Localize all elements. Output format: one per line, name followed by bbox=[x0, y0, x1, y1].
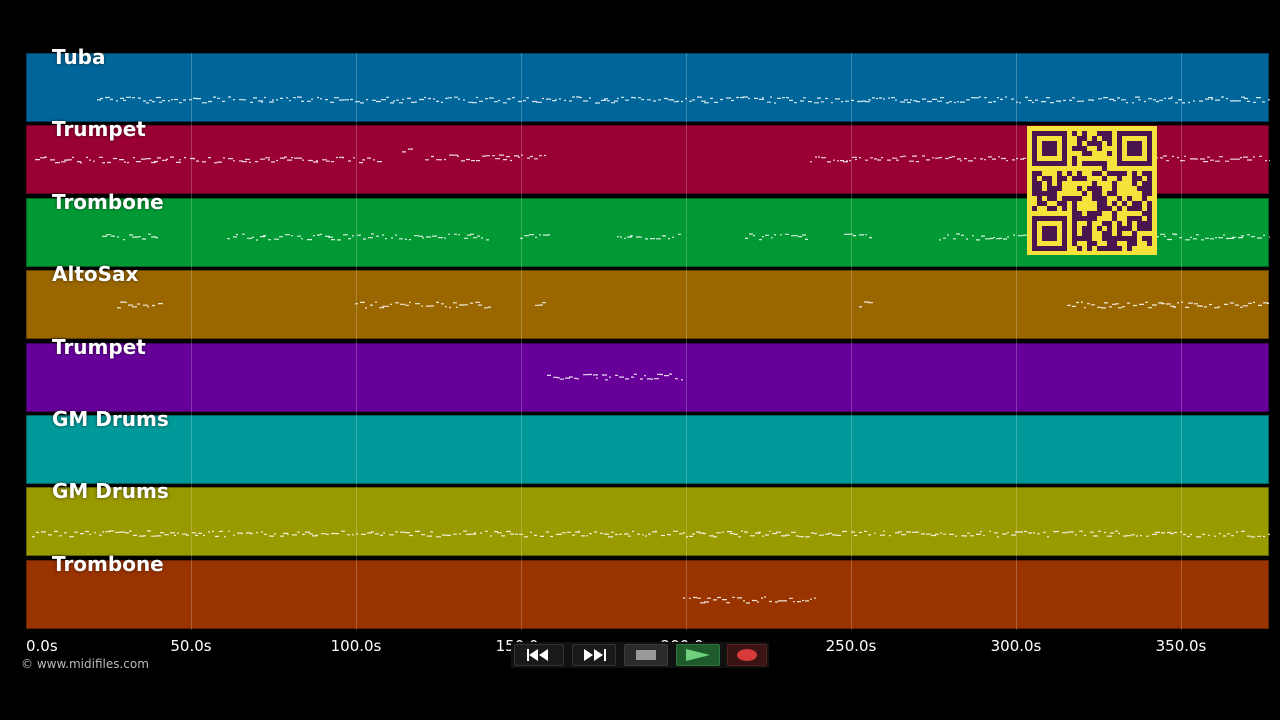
transport-bar bbox=[511, 642, 769, 668]
record-button[interactable] bbox=[727, 644, 767, 666]
track-label: GM Drums bbox=[52, 479, 169, 503]
track-trumpet-2[interactable]: Trumpet bbox=[26, 335, 1269, 412]
track-label: Tuba bbox=[52, 45, 106, 69]
track-tuba[interactable]: Tuba bbox=[26, 45, 1270, 122]
note-lane bbox=[683, 596, 816, 604]
play-icon bbox=[686, 649, 710, 661]
time-tick-label: 300.0s bbox=[990, 637, 1042, 655]
time-tick-label: 50.0s bbox=[170, 637, 212, 655]
record-icon bbox=[737, 649, 757, 661]
track-label: Trombone bbox=[52, 552, 164, 576]
fast-forward-button[interactable] bbox=[572, 644, 616, 666]
track-label: Trombone bbox=[52, 190, 164, 214]
qr-code bbox=[1027, 126, 1157, 255]
time-tick-label: 100.0s bbox=[330, 637, 382, 655]
note-lane bbox=[27, 416, 1270, 485]
fast-forward-icon bbox=[584, 649, 606, 661]
track-gm-drums-1[interactable]: GM Drums bbox=[26, 407, 1270, 485]
stop-icon bbox=[636, 650, 656, 660]
rewind-button[interactable] bbox=[514, 644, 564, 666]
track-label: Trumpet bbox=[52, 335, 146, 359]
track-gm-drums-2[interactable]: GM Drums bbox=[26, 479, 1270, 556]
note-lane bbox=[97, 96, 1270, 104]
note-lane bbox=[32, 530, 1270, 538]
note-lane bbox=[547, 373, 683, 381]
copyright-text: © www.midifiles.com bbox=[21, 657, 149, 671]
time-tick-label: 350.0s bbox=[1155, 637, 1207, 655]
time-tick-label: 0.0s bbox=[26, 637, 58, 655]
track-trombone-2[interactable]: Trombone bbox=[26, 552, 1269, 629]
note-lane bbox=[117, 301, 1269, 309]
track-label: AltoSax bbox=[52, 262, 139, 286]
track-altosax[interactable]: AltoSax bbox=[26, 262, 1269, 339]
time-tick-label: 250.0s bbox=[825, 637, 877, 655]
stop-button[interactable] bbox=[624, 644, 668, 666]
play-button[interactable] bbox=[676, 644, 720, 666]
track-label: Trumpet bbox=[52, 117, 146, 141]
track-label: GM Drums bbox=[52, 407, 169, 431]
rewind-icon bbox=[527, 649, 548, 661]
